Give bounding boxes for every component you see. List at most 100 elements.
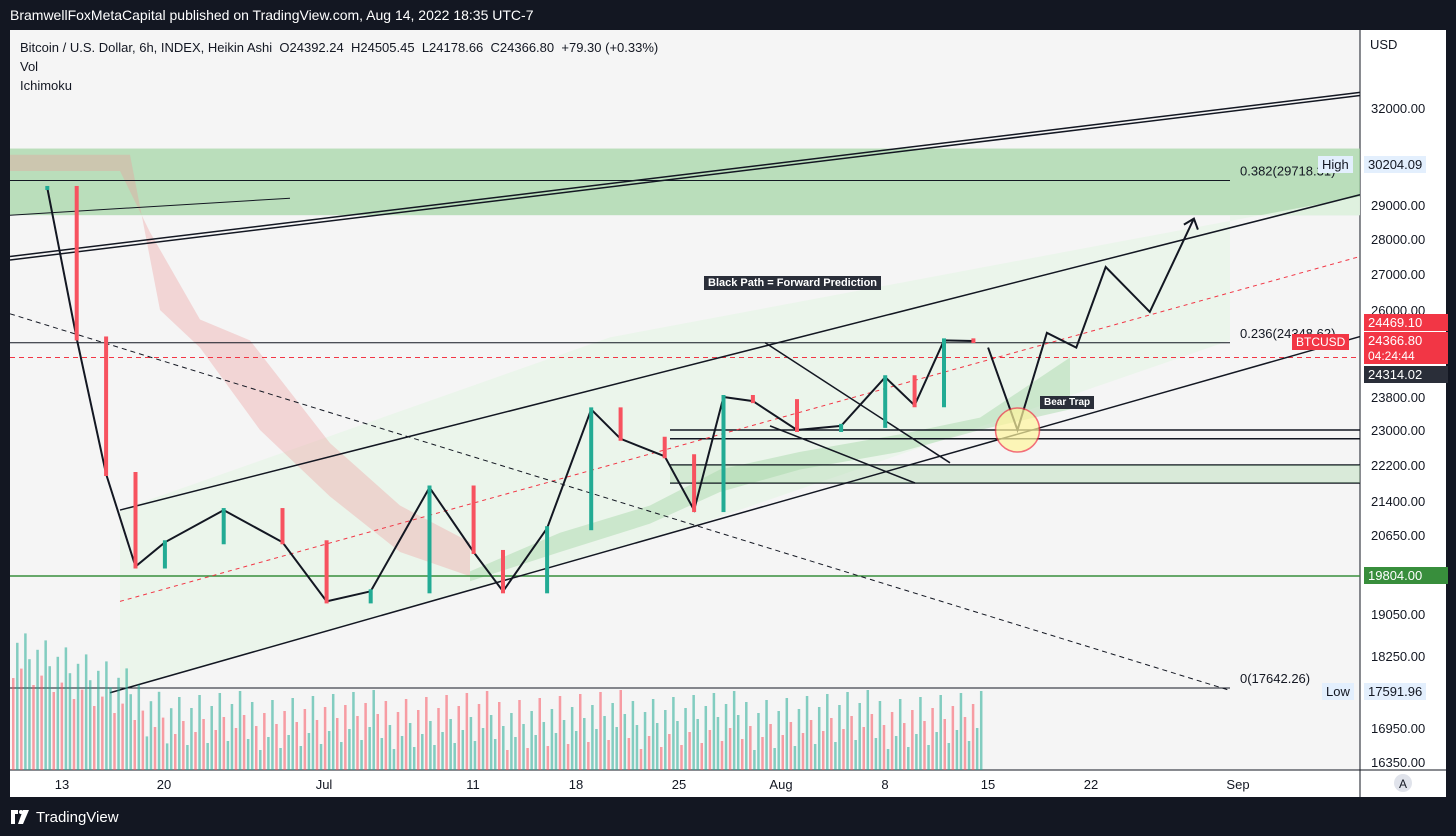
volume-bar (295, 722, 298, 770)
legend-vol[interactable]: Vol (20, 59, 39, 74)
volume-bar (842, 729, 845, 770)
volume-bar (607, 740, 610, 770)
volume-bar (526, 748, 529, 770)
volume-bar (765, 700, 768, 770)
volume-bar (493, 739, 497, 770)
volume-bar (862, 727, 865, 770)
volume-bar (287, 735, 290, 770)
volume-bar (202, 719, 205, 770)
volume-bar (279, 748, 282, 770)
volume-bar (97, 670, 100, 770)
volume-bar (271, 700, 274, 770)
price-candle (545, 526, 550, 594)
legend-change: +79.30 (+0.33%) (561, 40, 659, 55)
price-candle (912, 375, 917, 408)
y-tick-label: 28000.00 (1371, 232, 1425, 247)
volume-bar (40, 675, 43, 770)
volume-bar (615, 727, 618, 770)
y-tick-label: 16350.00 (1371, 755, 1425, 770)
price-candle (883, 375, 888, 428)
volume-bar (489, 715, 493, 770)
volume-bar (319, 744, 323, 770)
volume-bar (234, 728, 238, 770)
tradingview-logo[interactable]: TradingView (10, 807, 119, 827)
volume-bar (169, 708, 173, 770)
volume-bar (846, 692, 849, 770)
volume-bar (259, 750, 262, 770)
volume-bar (307, 733, 311, 770)
channel-lower-line (109, 335, 1361, 694)
long-trendline-a (9, 91, 1361, 258)
volume-bar (745, 702, 748, 770)
volume-bar (623, 714, 627, 770)
price-candle (618, 407, 623, 441)
volume-bar (218, 693, 222, 770)
volume-bar (88, 680, 92, 770)
volume-bar (473, 741, 477, 770)
volume-bar (242, 715, 246, 770)
volume-bar (32, 685, 35, 770)
volume-bar (311, 696, 315, 770)
price-candle (324, 540, 329, 604)
volume-bar (903, 723, 906, 770)
chart-legend: Bitcoin / U.S. Dollar, 6h, INDEX, Heikin… (20, 38, 658, 95)
legend-low: L24178.66 (421, 40, 484, 55)
volume-bar (805, 696, 809, 770)
price-candle (750, 395, 755, 404)
volume-bar (226, 741, 230, 770)
volume-bar (117, 677, 120, 770)
volume-bar (769, 724, 772, 770)
price-candle (662, 436, 667, 459)
volume-bar (890, 712, 894, 770)
volume-bar (611, 703, 614, 770)
volume-bar (866, 690, 870, 770)
legend-symbol-row: Bitcoin / U.S. Dollar, 6h, INDEX, Heikin… (20, 38, 658, 57)
volume-bar (250, 702, 254, 770)
y-tick-label: 27000.00 (1371, 267, 1425, 282)
volume-bar (93, 706, 96, 770)
x-tick-label: Aug (769, 777, 792, 792)
legend-ichimoku[interactable]: Ichimoku (20, 78, 73, 93)
low-label: Low (1322, 683, 1354, 700)
volume-bar (542, 722, 546, 770)
volume-bar (210, 706, 213, 770)
price-candle (589, 407, 594, 531)
volume-bar (352, 692, 355, 770)
volume-bar (716, 717, 720, 770)
volume-bar (874, 738, 878, 770)
wedge-line-upper (764, 342, 951, 464)
volume-bar (631, 701, 635, 770)
volume-bar (498, 702, 501, 770)
volume-bar (773, 748, 776, 770)
volume-bar (425, 697, 428, 770)
volume-bar (854, 740, 857, 770)
volume-bar (303, 709, 307, 770)
volume-bar (340, 742, 343, 770)
volume-bar (165, 743, 169, 770)
high-value-tag: 30204.09 (1364, 156, 1427, 173)
volume-bar (518, 700, 521, 770)
volume-bar (214, 730, 217, 770)
volume-bar (834, 742, 837, 770)
green-level-tag: 19804.00 (1364, 567, 1448, 584)
volume-bar (894, 736, 898, 770)
volume-bar (979, 691, 983, 770)
short-trendline (9, 197, 291, 216)
volume-bar (20, 668, 23, 770)
volume-bar (781, 735, 784, 770)
y-tick-label: 20650.00 (1371, 528, 1425, 543)
volume-bar (291, 698, 294, 770)
volume-bar (72, 699, 76, 770)
volume-bar (817, 707, 821, 770)
volume-bar (534, 735, 537, 770)
volume-bar (194, 732, 197, 770)
legend-high: H24505.45 (350, 40, 415, 55)
bear-trap-label: Bear Trap (1040, 396, 1095, 409)
channel-midline (119, 256, 1361, 602)
volume-bar (753, 750, 756, 770)
volume-bar (437, 708, 440, 770)
price-candle (471, 485, 476, 554)
volume-bar (838, 705, 841, 770)
volume-bar (348, 729, 351, 770)
